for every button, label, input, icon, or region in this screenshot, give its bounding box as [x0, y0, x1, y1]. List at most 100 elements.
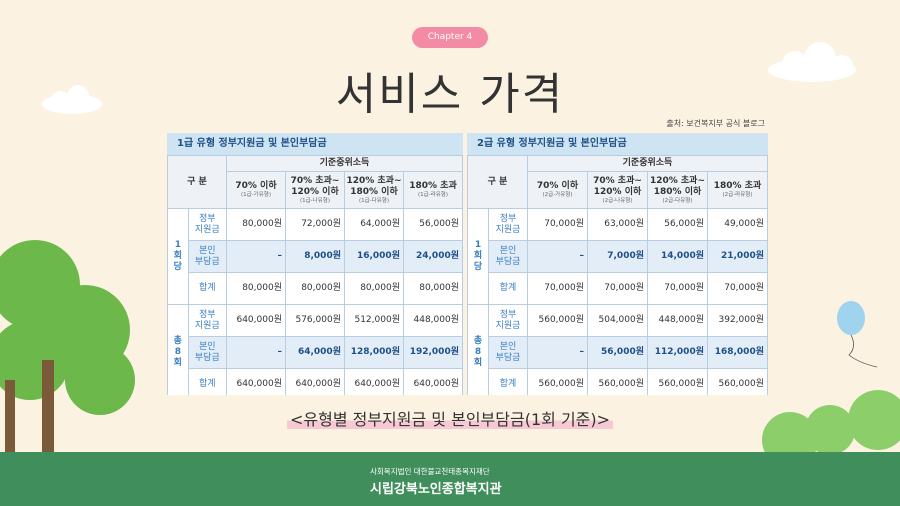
table-cell: 70,000원: [527, 272, 588, 305]
source-note: 출처: 보건복지부 공식 블로그: [666, 119, 765, 128]
table-cell: 21,000원: [707, 240, 768, 273]
row-label: 정부 지원금: [488, 208, 528, 241]
table-cell: 192,000원: [402, 336, 463, 369]
column-type: (2급-가유형): [542, 192, 573, 199]
row-label: 정부 지원금: [488, 304, 528, 337]
group-header: 구 분: [167, 155, 227, 209]
table-cell: –: [527, 336, 588, 369]
column-header: 70% 초과~ 120% 이하 (1급-나유형): [284, 171, 345, 209]
table-cell: 72,000원: [284, 208, 345, 241]
column-type: (2급-라유형): [722, 192, 753, 199]
table-cell: 7,000원: [587, 240, 648, 273]
column-label: 180% 초과: [409, 181, 457, 192]
table: 구 분 기준중위소득 70% 이하 (1급-가유형) 70% 초과~ 120% 이하 (1…: [167, 155, 463, 395]
table-cell: 49,000원: [707, 208, 768, 241]
table-cell: –: [527, 240, 588, 273]
table-cell: 56,000원: [647, 208, 708, 241]
table-cell: 448,000원: [647, 304, 708, 337]
table-cell: 70,000원: [527, 208, 588, 241]
table-cell: 16,000원: [343, 240, 404, 273]
organization-name: 시립강북노인종합복지관: [370, 482, 502, 497]
table-cell: 576,000원: [284, 304, 345, 337]
section-label: 총8회: [467, 304, 489, 395]
table-cell: 392,000원: [707, 304, 768, 337]
column-header: 70% 이하 (1급-가유형): [225, 171, 286, 209]
table-cell: 560,000원: [527, 368, 588, 395]
table-cell: 640,000원: [343, 368, 404, 395]
table-row: 본인 부담금 –8,000원 16,000원 24,000원: [168, 240, 463, 273]
table-cell: 70,000원: [707, 272, 768, 305]
row-label: 합계: [187, 368, 227, 395]
group-header: 구 분: [467, 155, 528, 209]
table-cell: 168,000원: [707, 336, 768, 369]
column-header: 120% 초과~ 180% 이하 (1급-다유형): [343, 171, 404, 209]
price-table: 1급 유형 정부지원금 및 본인부담금 구 분 기준중위소득 70% 이하 (1급-가유…: [167, 133, 463, 395]
table-cell: 24,000원: [402, 240, 463, 273]
table-title: 2급 유형 정부지원금 및 본인부담금: [467, 133, 768, 155]
table-cell: 80,000원: [284, 272, 345, 305]
table-row: 총8회 정부 지원금 640,000원 576,000원 512,000원 448,000…: [167, 304, 463, 395]
column-header: 180% 초과 (1급-라유형): [402, 171, 463, 209]
section-label: 총8회: [167, 304, 189, 395]
row-label: 본인 부담금: [187, 336, 227, 369]
column-type: (1급-다유형): [358, 197, 389, 204]
chapter-badge: Chapter 4: [412, 27, 488, 48]
table-cell: 640,000원: [225, 304, 286, 337]
table-cell: 70,000원: [647, 272, 708, 305]
table-cell: 128,000원: [343, 336, 404, 369]
table-cell: 56,000원: [587, 336, 648, 369]
table-cell: 560,000원: [527, 304, 588, 337]
table-cell: 8,000원: [284, 240, 345, 273]
income-header: 기준중위소득: [225, 155, 463, 172]
row-label: 본인 부담금: [187, 240, 227, 273]
column-type: (1급-라유형): [417, 192, 448, 199]
row-label: 합계: [187, 272, 227, 305]
row-label: 합계: [488, 368, 528, 395]
header-row: 70% 이하 (2급-가유형) 70% 초과~ 120% 이하 (2급-나유형) 120…: [468, 171, 768, 209]
row-label: 합계: [488, 272, 528, 305]
table: 구 분 기준중위소득 70% 이하 (2급-가유형) 70% 초과~ 120% 이하 (2…: [467, 155, 768, 395]
ground: [0, 452, 900, 506]
table-cell: 448,000원: [402, 304, 463, 337]
table-cell: 56,000원: [402, 208, 463, 241]
table-row: 본인 부담금 –64,000원 128,000원 192,000원: [168, 336, 463, 369]
column-header: 70% 초과~ 120% 이하 (2급-나유형): [587, 171, 648, 209]
table-cell: –: [225, 240, 286, 273]
table-cell: 64,000원: [284, 336, 345, 369]
table-cell: 64,000원: [343, 208, 404, 241]
foundation-name: 사회복지법인 대한불교천태종복지재단: [370, 467, 490, 476]
table-row: 합계 70,000원 70,000원 70,000원 70,000원: [468, 272, 768, 305]
table-cell: 512,000원: [343, 304, 404, 337]
column-type: (1급-가유형): [240, 192, 271, 199]
table-cell: 504,000원: [587, 304, 648, 337]
row-label: 정부 지원금: [187, 304, 227, 337]
table-row: 본인 부담금 –56,000원 112,000원 168,000원: [468, 336, 768, 369]
caption-text: <유형별 정부지원금 및 본인부담금(1회 기준)>: [286, 410, 614, 429]
table-row: 합계 640,000원 640,000원 640,000원 640,000원: [168, 368, 463, 395]
column-header: 120% 초과~ 180% 이하 (2급-다유형): [647, 171, 708, 209]
table-row: 본인 부담금 –7,000원 14,000원 21,000원: [468, 240, 768, 273]
table-cell: –: [225, 336, 286, 369]
column-label: 70% 초과~ 120% 이하: [290, 175, 340, 197]
table-cell: 63,000원: [587, 208, 648, 241]
income-header: 기준중위소득: [527, 155, 768, 172]
header-row: 구 분 기준중위소득: [467, 155, 768, 209]
table-cell: 80,000원: [225, 208, 286, 241]
row-label: 본인 부담금: [488, 336, 528, 369]
table-cell: 112,000원: [647, 336, 708, 369]
column-label: 180% 초과: [713, 181, 762, 192]
table-row: 1회당 정부 지원금 80,000원 72,000원 64,000원 56,000원: [167, 208, 463, 305]
table-cell: 70,000원: [587, 272, 648, 305]
row-label: 정부 지원금: [187, 208, 227, 241]
section-label: 1회당: [467, 208, 489, 305]
column-type: (1급-나유형): [299, 197, 330, 204]
table-cell: 560,000원: [707, 368, 768, 395]
header-row: 구 분 기준중위소득: [167, 155, 463, 209]
table-cell: 640,000원: [284, 368, 345, 395]
slide-title: 서비스 가격: [335, 69, 565, 120]
section-label: 1회당: [167, 208, 189, 305]
table-cell: 640,000원: [402, 368, 463, 395]
table-cell: 640,000원: [225, 368, 286, 395]
caption: <유형별 정부지원금 및 본인부담금(1회 기준)>: [0, 406, 900, 430]
